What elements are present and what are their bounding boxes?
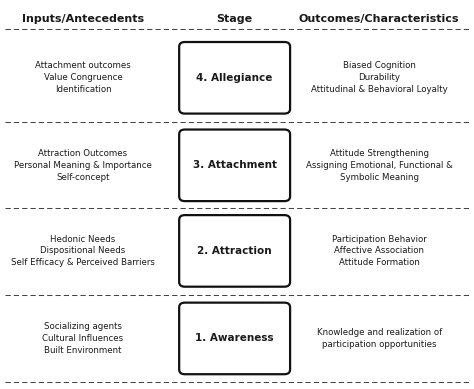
FancyBboxPatch shape [179,130,290,201]
Text: Inputs/Antecedents: Inputs/Antecedents [22,14,144,24]
Text: 2. Attraction: 2. Attraction [197,246,272,256]
Text: Biased Cognition
Durability
Attitudinal & Behavioral Loyalty: Biased Cognition Durability Attitudinal … [311,61,447,94]
Text: 3. Attachment: 3. Attachment [192,160,277,170]
Text: 1. Awareness: 1. Awareness [195,333,274,343]
Text: Participation Behavior
Affective Association
Attitude Formation: Participation Behavior Affective Associa… [332,235,427,267]
FancyBboxPatch shape [179,215,290,287]
Text: Socializing agents
Cultural Influences
Built Environment: Socializing agents Cultural Influences B… [42,322,124,355]
Text: Attitude Strengthening
Assigning Emotional, Functional &
Symbolic Meaning: Attitude Strengthening Assigning Emotion… [306,149,453,182]
Text: Hedonic Needs
Dispositional Needs
Self Efficacy & Perceived Barriers: Hedonic Needs Dispositional Needs Self E… [11,235,155,267]
FancyBboxPatch shape [179,42,290,114]
FancyBboxPatch shape [179,303,290,374]
Text: Stage: Stage [217,14,253,24]
Text: Attachment outcomes
Value Congruence
Identification: Attachment outcomes Value Congruence Ide… [35,61,131,94]
Text: Attraction Outcomes
Personal Meaning & Importance
Self-concept: Attraction Outcomes Personal Meaning & I… [14,149,152,182]
Text: Outcomes/Characteristics: Outcomes/Characteristics [299,14,459,24]
Text: 4. Allegiance: 4. Allegiance [196,73,273,83]
Text: Knowledge and realization of
participation opportunities: Knowledge and realization of participati… [317,328,442,349]
